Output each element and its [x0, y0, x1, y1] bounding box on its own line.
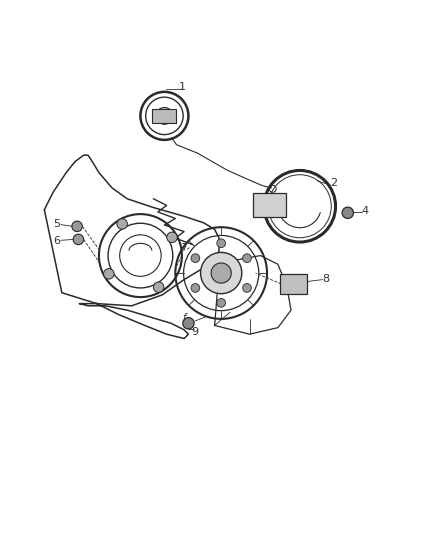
Circle shape — [243, 254, 251, 263]
Circle shape — [191, 254, 200, 263]
Circle shape — [167, 232, 177, 243]
Circle shape — [217, 239, 226, 248]
Text: 9: 9 — [191, 327, 198, 337]
FancyBboxPatch shape — [280, 274, 307, 294]
Circle shape — [73, 234, 84, 245]
Text: 5: 5 — [53, 219, 60, 229]
Circle shape — [183, 318, 194, 329]
FancyBboxPatch shape — [253, 193, 286, 217]
Circle shape — [217, 298, 226, 307]
Circle shape — [211, 263, 231, 283]
Text: 7: 7 — [180, 243, 187, 253]
Circle shape — [342, 207, 353, 219]
Text: 6: 6 — [53, 236, 60, 246]
Text: 8: 8 — [322, 274, 329, 284]
Circle shape — [201, 253, 242, 294]
FancyBboxPatch shape — [152, 109, 177, 123]
Circle shape — [153, 282, 164, 293]
Circle shape — [103, 269, 114, 279]
Text: 4: 4 — [362, 206, 369, 216]
Circle shape — [117, 219, 127, 229]
Circle shape — [72, 221, 82, 231]
Text: 2: 2 — [330, 177, 337, 188]
Circle shape — [191, 284, 200, 292]
Circle shape — [156, 108, 173, 124]
Text: 1: 1 — [178, 82, 185, 92]
Circle shape — [243, 284, 251, 292]
Text: f: f — [182, 313, 186, 323]
